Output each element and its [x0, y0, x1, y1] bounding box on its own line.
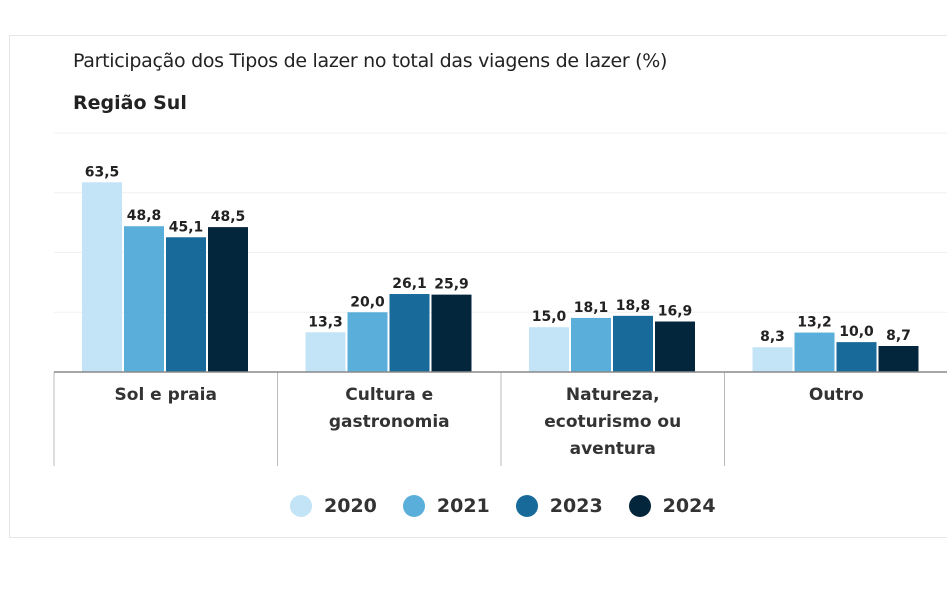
- chart-title: Participação dos Tipos de lazer no total…: [73, 50, 668, 72]
- bar-2023: [613, 315, 653, 372]
- chart-subtitle: Região Sul: [73, 92, 187, 114]
- legend-label: 2023: [549, 495, 603, 517]
- category-label: aventura: [570, 439, 656, 459]
- data-label: 13,2: [797, 315, 832, 331]
- bar-2020: [752, 347, 793, 372]
- category-label: Outro: [809, 385, 864, 405]
- category-label: Sol e praia: [115, 385, 217, 405]
- bar-2024: [878, 346, 919, 372]
- legend-item-2021[interactable]: 2021: [402, 495, 490, 517]
- legend-dot-icon: [290, 495, 312, 517]
- data-label: 18,1: [574, 300, 609, 316]
- bar-2021: [571, 317, 611, 372]
- bar-2024: [655, 321, 695, 372]
- data-label: 8,7: [886, 328, 911, 344]
- legend-label: 2020: [324, 495, 377, 517]
- data-label: 25,9: [434, 277, 469, 293]
- bar-2021: [794, 332, 835, 372]
- bar-2024: [431, 294, 472, 372]
- bar-2023: [389, 294, 430, 372]
- bar-2023: [166, 237, 206, 372]
- legend-dot-icon: [628, 495, 651, 517]
- legend-item-2023[interactable]: 2023: [515, 495, 603, 517]
- data-label: 26,1: [392, 276, 427, 292]
- data-label: 18,8: [616, 298, 651, 314]
- legend-dot-icon: [402, 495, 425, 517]
- legend-item-2020[interactable]: 2020: [290, 495, 377, 517]
- bar-2020: [305, 332, 346, 372]
- bar-2024: [208, 227, 248, 372]
- bar-2020: [529, 327, 569, 372]
- data-label: 13,3: [308, 314, 343, 330]
- bar-2023: [836, 342, 877, 372]
- bar-2020: [82, 182, 122, 372]
- bar-2021: [124, 226, 164, 372]
- data-label: 8,3: [760, 329, 785, 345]
- data-label: 15,0: [532, 309, 567, 325]
- category-label: Natureza,: [566, 385, 660, 405]
- category-label: ecoturismo ou: [544, 412, 681, 432]
- chart-card: [9, 35, 947, 538]
- data-label: 63,5: [85, 164, 120, 180]
- data-label: 20,0: [350, 294, 385, 310]
- data-label: 48,5: [211, 209, 246, 225]
- category-label: Cultura e: [345, 385, 433, 405]
- data-label: 48,8: [127, 208, 162, 224]
- bar-2021: [347, 312, 388, 372]
- data-label: 45,1: [169, 219, 204, 235]
- data-label: 16,9: [658, 304, 693, 320]
- legend-item-2024[interactable]: 2024: [628, 495, 716, 517]
- legend-label: 2021: [436, 495, 490, 517]
- category-label: gastronomia: [329, 412, 450, 432]
- legend: 2020 2021 2023 2024: [290, 495, 716, 517]
- legend-dot-icon: [515, 495, 538, 517]
- data-label: 10,0: [839, 324, 874, 340]
- legend-label: 2024: [662, 495, 716, 517]
